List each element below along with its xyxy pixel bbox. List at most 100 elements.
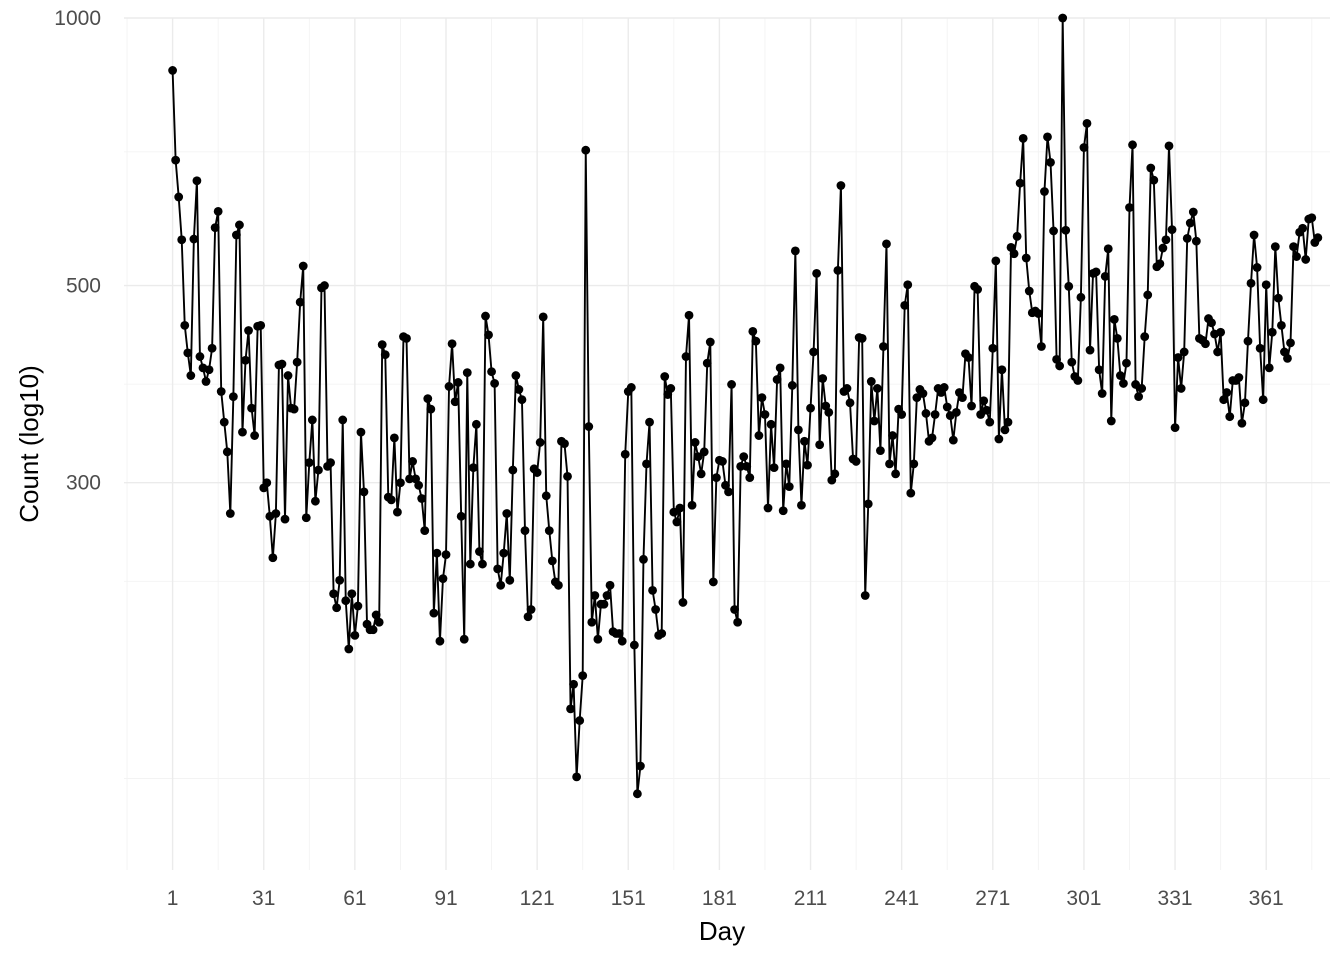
data-point (238, 427, 247, 437)
data-point (642, 459, 651, 469)
data-points (168, 13, 1323, 799)
data-point (903, 280, 913, 290)
data-point (739, 452, 749, 462)
data-point (833, 266, 843, 275)
data-point (1046, 157, 1055, 167)
data-point (453, 378, 463, 387)
data-point (329, 589, 339, 599)
data-point (359, 487, 369, 497)
data-point (484, 330, 493, 340)
data-point (444, 382, 454, 391)
data-point (1286, 338, 1295, 348)
data-point (1283, 354, 1292, 363)
data-point (1313, 233, 1323, 243)
data-point (1216, 327, 1226, 337)
data-point (985, 417, 995, 427)
x-tick-label: 211 (794, 887, 827, 910)
data-point (872, 384, 882, 393)
data-point (973, 285, 983, 294)
data-point (1073, 376, 1083, 385)
minor-gridlines (124, 18, 1330, 870)
data-point (727, 380, 736, 389)
data-point (174, 192, 184, 202)
data-point (487, 367, 496, 377)
data-point (301, 513, 311, 523)
data-point (228, 392, 238, 401)
data-point (581, 145, 591, 155)
data-point (465, 559, 475, 569)
data-point (651, 605, 661, 614)
data-point (499, 548, 509, 558)
data-point (958, 393, 967, 403)
data-point (1292, 252, 1301, 261)
data-point (1134, 392, 1144, 401)
y-axis-title: Count (log10) (14, 365, 44, 523)
data-point (1258, 395, 1268, 405)
data-point (787, 381, 797, 390)
data-point (1064, 281, 1074, 291)
data-point (232, 230, 241, 240)
data-point (575, 716, 585, 725)
x-tick-label: 271 (975, 887, 1010, 910)
data-point (244, 326, 253, 335)
data-point (1033, 309, 1043, 318)
data-point (554, 580, 563, 590)
data-point (408, 457, 417, 466)
data-point (1082, 119, 1092, 128)
data-point (730, 605, 739, 614)
data-point (1164, 141, 1174, 151)
data-point (508, 465, 518, 475)
data-point (1091, 267, 1101, 277)
data-point (210, 223, 220, 233)
data-point (292, 357, 302, 367)
data-point (320, 281, 329, 290)
data-point (216, 387, 226, 396)
data-point (1167, 225, 1177, 235)
x-tick-label: 61 (343, 887, 366, 910)
data-point (1043, 132, 1052, 142)
data-point (629, 640, 639, 650)
data-point (1137, 384, 1147, 393)
data-point (900, 300, 910, 310)
data-point (295, 297, 305, 307)
data-point (1018, 134, 1028, 143)
data-point (942, 402, 952, 412)
data-point (201, 377, 211, 386)
data-point (456, 511, 466, 521)
data-point (283, 371, 293, 380)
data-point (830, 469, 840, 479)
data-point (420, 526, 430, 536)
data-point (1182, 233, 1192, 243)
data-point (882, 239, 891, 249)
series-line (171, 17, 1319, 795)
data-point (806, 403, 815, 413)
data-point (462, 368, 472, 378)
data-point (584, 422, 594, 431)
data-point (1103, 244, 1113, 254)
data-point (250, 431, 260, 440)
data-point (869, 416, 879, 426)
data-point (876, 446, 885, 456)
data-point (496, 580, 506, 590)
data-point (1301, 255, 1311, 264)
data-point (493, 564, 503, 574)
data-point (1222, 388, 1232, 397)
data-point (168, 66, 178, 75)
data-point (353, 601, 363, 611)
data-point (310, 496, 320, 506)
data-point (566, 704, 575, 714)
x-tick-label: 241 (884, 887, 919, 910)
data-point (736, 461, 746, 471)
data-point (639, 554, 648, 564)
data-point (660, 372, 670, 381)
data-point (1307, 213, 1317, 223)
data-point (405, 474, 414, 484)
data-point (991, 256, 1001, 266)
data-point (766, 419, 776, 429)
data-point (815, 440, 825, 450)
data-point (1085, 345, 1095, 355)
data-point (1255, 343, 1265, 353)
data-point (705, 337, 715, 347)
data-point (1119, 379, 1128, 388)
data-point (213, 206, 223, 216)
